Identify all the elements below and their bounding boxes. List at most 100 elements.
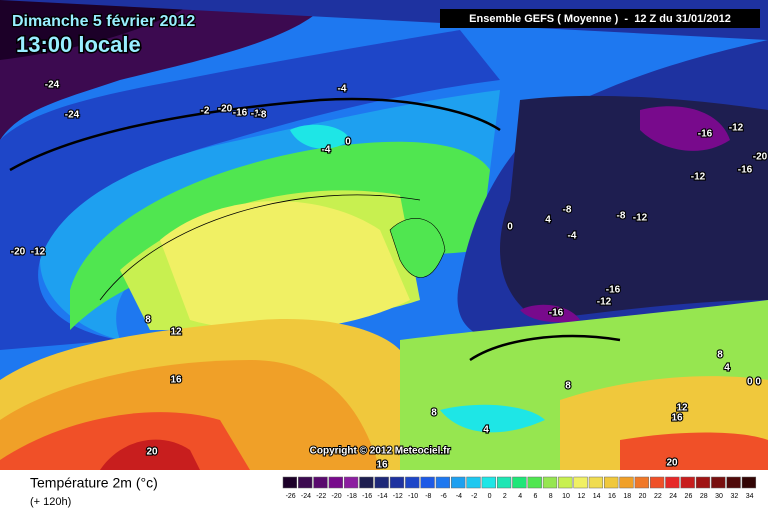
- legend-swatch: [435, 476, 451, 489]
- contour-label: -12: [251, 109, 266, 120]
- legend-swatch: [359, 476, 374, 489]
- contour-label: 8: [431, 408, 437, 419]
- contour-label: -16: [738, 165, 753, 176]
- legend-swatch: [451, 476, 466, 489]
- legend-label: 26: [685, 493, 693, 500]
- legend-swatch: [527, 476, 542, 489]
- legend-label: 28: [700, 493, 708, 500]
- contour-label: 16: [376, 460, 388, 471]
- contour-label: -4: [568, 231, 577, 242]
- contour-label: -20: [11, 247, 26, 258]
- legend-swatch: [634, 476, 649, 489]
- legend-swatch: [313, 476, 328, 489]
- legend-label: -8: [425, 493, 431, 500]
- run-box: [440, 9, 760, 28]
- contour-label: -20: [218, 104, 233, 115]
- legend-label: -10: [408, 493, 418, 500]
- contour-label: -16: [233, 108, 248, 119]
- legend-label: -2: [471, 493, 477, 500]
- contour-label: -8: [617, 211, 626, 222]
- legend-label: 30: [715, 493, 723, 500]
- legend-swatch: [604, 476, 619, 489]
- legend-swatch: [374, 476, 389, 489]
- legend-swatch: [512, 476, 527, 489]
- time-title: 13:00 locale: [16, 32, 141, 57]
- legend-label: 24: [669, 493, 677, 500]
- legend-label: 12: [577, 493, 585, 500]
- legend-swatch: [282, 476, 298, 489]
- legend-swatch: [420, 476, 435, 489]
- legend-swatch: [496, 476, 512, 489]
- temperature-field: [0, 0, 768, 470]
- legend-swatch: [481, 476, 496, 489]
- contour-label: -16: [698, 129, 713, 140]
- legend-label: -24: [301, 493, 311, 500]
- legend-label: 34: [746, 493, 754, 500]
- legend-swatch: [680, 476, 695, 489]
- contour-label: -20: [753, 152, 768, 163]
- legend-label: 2: [503, 493, 507, 500]
- legend-swatch: [558, 476, 573, 489]
- legend-swatch: [619, 476, 634, 489]
- run-info: Ensemble GEFS ( Moyenne ) - 12 Z du 31/0…: [469, 13, 731, 25]
- legend-swatch: [466, 476, 481, 489]
- legend-label: 22: [654, 493, 662, 500]
- legend-label: -22: [316, 493, 326, 500]
- contour-label: 8: [145, 315, 151, 326]
- legend-swatch: [298, 476, 313, 489]
- contour-label: -24: [45, 80, 60, 91]
- legend-label: 18: [623, 493, 631, 500]
- variable-title: Température 2m (°c): [30, 475, 158, 491]
- copyright: Copyright © 2012 Meteociel.fr: [310, 446, 451, 457]
- contour-label: 12: [676, 403, 688, 414]
- legend-swatch: [649, 476, 665, 489]
- legend-label: 32: [730, 493, 738, 500]
- contour-label: -4: [338, 84, 347, 95]
- contour-label: 16: [170, 375, 182, 386]
- legend-label: 8: [549, 493, 553, 500]
- contour-label: 4: [545, 215, 551, 226]
- legend-label: -16: [362, 493, 372, 500]
- legend-label: 20: [639, 493, 647, 500]
- contour-label: 20: [146, 447, 158, 458]
- legend-label: -26: [286, 493, 296, 500]
- legend-label: -6: [441, 493, 447, 500]
- legend-label: -18: [347, 493, 357, 500]
- legend-label: 16: [608, 493, 616, 500]
- legend-label: 4: [518, 493, 522, 500]
- contour-label: -12: [691, 172, 706, 183]
- contour-label: 8: [565, 381, 571, 392]
- contour-label: -8: [258, 110, 267, 121]
- contour-label: -12: [597, 297, 612, 308]
- contour-label: 4: [724, 363, 730, 374]
- contour-label: -12: [729, 123, 744, 134]
- legend-swatch: [665, 476, 680, 489]
- contour-label: 0: [345, 137, 351, 148]
- legend-label: -12: [393, 493, 403, 500]
- contour-label: 16: [671, 413, 683, 424]
- legend-swatch: [573, 476, 588, 489]
- legend-swatch: [328, 476, 343, 489]
- legend-swatch: [726, 476, 741, 489]
- legend-label: 0: [488, 493, 492, 500]
- contour-label: -8: [563, 205, 572, 216]
- contour-label: 20: [666, 458, 678, 469]
- contour-label: 8: [717, 350, 723, 361]
- legend-label: -4: [456, 493, 462, 500]
- legend-swatch: [389, 476, 405, 489]
- legend-swatch: [343, 476, 359, 489]
- contour-label: -4: [322, 145, 331, 156]
- contour-label: -12: [31, 247, 46, 258]
- contour-label: 0 0: [747, 377, 761, 388]
- legend-swatch: [741, 476, 757, 489]
- legend-swatch: [542, 476, 558, 489]
- contour-label: -2: [201, 106, 210, 117]
- contour-labels: -24-24 -2 -20 -16 -12-8-4-40-20 -128121620160…: [10, 79, 768, 472]
- contour-label: 4: [483, 425, 489, 436]
- legend-swatch: [588, 476, 604, 489]
- colorbar: -26 -24 -22 -20 -18 -16 -14 -12 -10 -8 -6 -4 -2 0 2 4 6 8…: [282, 476, 757, 500]
- contour-label: -16: [606, 285, 621, 296]
- contour-label: 0: [507, 222, 513, 233]
- contour-label: 12: [170, 327, 182, 338]
